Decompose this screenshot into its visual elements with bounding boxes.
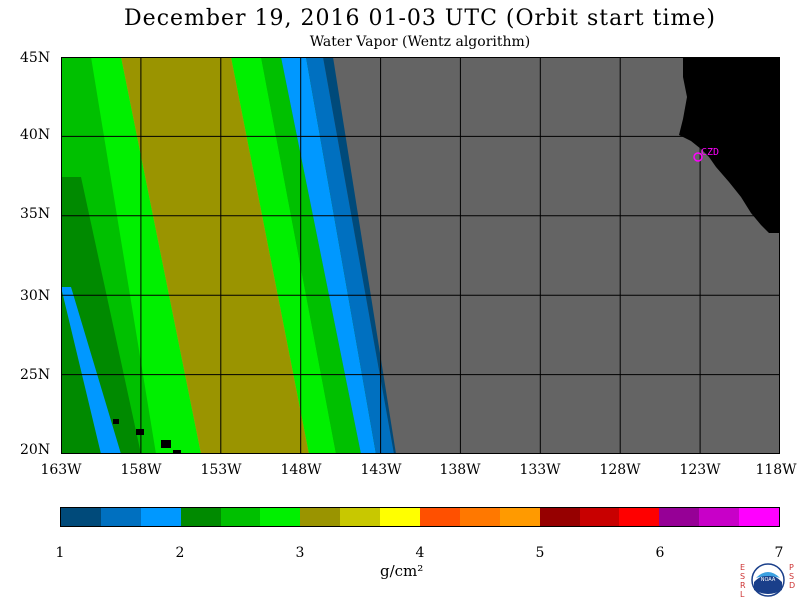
svg-text:NOAA: NOAA (761, 577, 776, 583)
lon-label-163w: 163W (40, 462, 82, 478)
map-title: December 19, 2016 01-03 UTC (Orbit start… (124, 6, 716, 31)
lon-label-128w: 128W (599, 462, 641, 478)
scale-tick-6: 6 (655, 545, 665, 561)
color-scale-segment (260, 508, 301, 526)
color-scale-segment (61, 508, 101, 526)
water-vapor-map: CZD (61, 57, 780, 454)
lat-label-45n: 45N (20, 50, 51, 66)
lon-label-153w: 153W (200, 462, 242, 478)
lat-label-40n: 40N (20, 127, 51, 143)
lon-label-133w: 133W (519, 462, 561, 478)
lon-label-143w: 143W (360, 462, 402, 478)
color-scale-segment (499, 508, 540, 526)
lat-label-25n: 25N (20, 367, 51, 383)
svg-text:S: S (789, 572, 794, 581)
lat-label-20n: 20N (20, 442, 51, 458)
land-mass (679, 57, 780, 233)
lon-label-158w: 158W (120, 462, 162, 478)
hawaii-islands (113, 419, 181, 454)
station-label: CZD (701, 147, 719, 158)
scale-tick-5: 5 (535, 545, 545, 561)
station-marker (693, 152, 703, 162)
lon-label-148w: 148W (280, 462, 322, 478)
map-subtitle: Water Vapor (Wentz algorithm) (309, 34, 531, 50)
scale-tick-4: 4 (415, 545, 425, 561)
logo-right-letters: P (789, 563, 794, 572)
svg-text:R: R (740, 581, 746, 590)
color-scale-segment (699, 508, 740, 526)
lat-label-35n: 35N (20, 206, 51, 222)
scale-tick-2: 2 (175, 545, 185, 561)
noaa-logo: E S R L NOAA P S D (740, 563, 795, 599)
color-scale-segment (420, 508, 460, 526)
svg-text:S: S (740, 572, 745, 581)
color-scale-segment (100, 508, 141, 526)
color-scale-segment (140, 508, 181, 526)
color-scale-segment (459, 508, 500, 526)
scale-tick-1: 1 (55, 545, 65, 561)
map-frame (61, 57, 780, 454)
color-scale-segment (300, 508, 341, 526)
graticule (61, 57, 780, 454)
color-scale-segment (340, 508, 381, 526)
color-scale-segment (380, 508, 421, 526)
lat-label-30n: 30N (20, 288, 51, 304)
scale-tick-3: 3 (295, 545, 305, 561)
color-scale-segment (739, 508, 780, 526)
lon-label-118w: 118W (755, 462, 797, 478)
color-scale-segment (579, 508, 620, 526)
color-scale-segment (539, 508, 580, 526)
svg-text:L: L (740, 590, 745, 599)
lon-label-123w: 123W (679, 462, 721, 478)
color-scale-segment (619, 508, 660, 526)
svg-text:D: D (789, 581, 795, 590)
scale-unit: g/cm² (380, 562, 424, 580)
color-scale-segment (180, 508, 221, 526)
lon-label-138w: 138W (439, 462, 481, 478)
color-scale-bar (60, 507, 780, 527)
scale-tick-7: 7 (774, 545, 784, 561)
color-scale-segment (220, 508, 261, 526)
logo-left-letters: E (740, 563, 745, 572)
color-scale-segment (659, 508, 700, 526)
